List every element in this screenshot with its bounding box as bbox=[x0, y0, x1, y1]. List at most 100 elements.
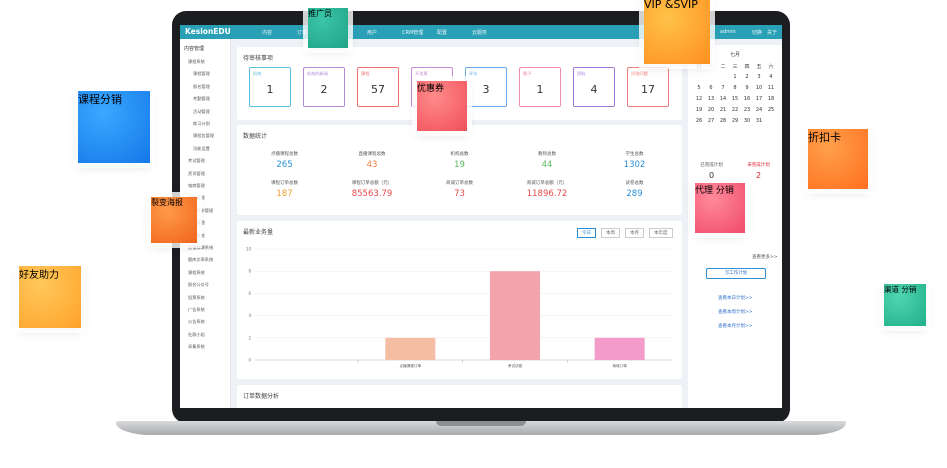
calendar-day[interactable]: 8 bbox=[733, 85, 737, 91]
sidebar-item[interactable]: 题库文章系统 bbox=[188, 257, 214, 263]
promo-bubble[interactable]: 推广员 bbox=[308, 8, 348, 48]
stat-value: 265 bbox=[276, 160, 293, 170]
pending-card[interactable]: 问答问题 17 bbox=[627, 67, 669, 107]
promo-bubble[interactable]: 裂变海报 bbox=[151, 197, 197, 243]
calendar-day[interactable]: 24 bbox=[755, 107, 763, 113]
calendar-day[interactable]: 16 bbox=[743, 96, 751, 102]
calendar-day[interactable]: 18 bbox=[767, 96, 775, 102]
period-tab[interactable]: 本周 bbox=[601, 228, 620, 238]
header-action[interactable]: 关于 bbox=[767, 30, 778, 36]
sidebar-item[interactable]: 课程包管理 bbox=[193, 133, 214, 139]
sidebar-item[interactable]: 活动管理 bbox=[193, 108, 210, 114]
sidebar-item[interactable]: 采集系统 bbox=[188, 344, 205, 350]
calendar-day[interactable]: 25 bbox=[767, 107, 775, 113]
pending-card[interactable]: 课程 57 bbox=[357, 67, 399, 107]
sidebar-item[interactable]: 课程系统 bbox=[188, 59, 205, 64]
promo-bubble[interactable]: 渠道 分销 bbox=[884, 284, 926, 326]
calendar-day[interactable]: 31 bbox=[755, 118, 763, 124]
pending-card[interactable]: 评价 3 bbox=[465, 67, 507, 107]
bar bbox=[385, 337, 436, 360]
calendar-day[interactable]: 29 bbox=[731, 118, 739, 124]
calendar-day[interactable]: 3 bbox=[757, 74, 761, 80]
plan-link[interactable]: 查看本月计划>> bbox=[718, 324, 753, 329]
calendar-day[interactable]: 30 bbox=[743, 118, 751, 124]
stat-label: 机构总数 bbox=[450, 152, 469, 157]
stat-value: 289 bbox=[626, 189, 643, 199]
calendar-day[interactable]: 11 bbox=[767, 85, 775, 91]
orders-panel: 订单数据分析 bbox=[237, 385, 682, 408]
calendar-day[interactable]: 4 bbox=[769, 74, 773, 80]
sidebar-item[interactable]: 电商管理 bbox=[188, 183, 205, 188]
promo-bubble[interactable]: 折扣卡 bbox=[808, 129, 868, 189]
nav-item[interactable]: 订单 bbox=[297, 30, 308, 36]
user-name[interactable]: admin bbox=[720, 29, 736, 35]
calendar-day[interactable]: 23 bbox=[743, 107, 751, 113]
sidebar-item[interactable]: 考试管理 bbox=[188, 158, 205, 164]
calendar-day[interactable]: 1 bbox=[733, 74, 737, 80]
nav-item[interactable]: 用户 bbox=[367, 30, 378, 36]
promo-bubble[interactable]: 好友助力 bbox=[19, 266, 81, 328]
pending-card[interactable]: 圈子 1 bbox=[519, 67, 561, 107]
sidebar-item[interactable]: 公告系统 bbox=[188, 319, 205, 325]
sidebar-item[interactable]: 课程管理 bbox=[193, 71, 210, 77]
calendar-day[interactable]: 14 bbox=[719, 96, 727, 102]
sidebar-item[interactable]: 功能设置 bbox=[193, 145, 210, 151]
calendar-day[interactable]: 22 bbox=[731, 107, 739, 113]
sidebar-item[interactable]: 直播辅课系统 bbox=[188, 245, 214, 250]
write-plan-button[interactable]: 写工作计划 bbox=[706, 268, 766, 279]
calendar-day[interactable]: 7 bbox=[721, 85, 725, 91]
plan-link[interactable]: 查看本周计划>> bbox=[718, 310, 753, 315]
more-link[interactable]: 查看更多>> bbox=[752, 255, 778, 260]
stat-cell: 直播课程总数 43 bbox=[329, 151, 416, 170]
card-value: 4 bbox=[590, 83, 598, 96]
promo-bubble[interactable]: 优惠券 bbox=[417, 81, 467, 131]
sidebar-item[interactable]: 报名公众号 bbox=[188, 282, 209, 288]
calendar-day[interactable]: 28 bbox=[719, 118, 727, 124]
calendar-day[interactable]: 17 bbox=[755, 96, 763, 102]
plan-link[interactable]: 查看本日计划>> bbox=[718, 296, 753, 301]
sidebar-item[interactable]: 商城开学管理 bbox=[188, 207, 214, 213]
sidebar-item[interactable]: 投票系统 bbox=[188, 294, 205, 300]
calendar-day[interactable]: 13 bbox=[707, 96, 715, 102]
calendar-day[interactable]: 27 bbox=[707, 118, 715, 124]
sidebar-item[interactable]: 社群小组 bbox=[188, 331, 205, 337]
sidebar-item[interactable]: 广告系统 bbox=[188, 307, 205, 312]
sidebar-item[interactable]: 报名管理 bbox=[193, 83, 210, 89]
pending-card[interactable]: 资料 4 bbox=[573, 67, 615, 107]
pending-card[interactable]: 机构 1 bbox=[249, 67, 291, 107]
card-value: 57 bbox=[371, 83, 385, 96]
nav-item[interactable]: 配置 bbox=[437, 30, 448, 36]
calendar-day[interactable]: 2 bbox=[745, 74, 749, 80]
card-label: 课程 bbox=[361, 71, 370, 76]
sidebar-item[interactable]: 考勤管理 bbox=[193, 96, 210, 102]
period-tab[interactable]: 本月 bbox=[625, 228, 644, 238]
promo-bubble[interactable]: 代理 分销 bbox=[695, 183, 745, 233]
calendar-day[interactable]: 20 bbox=[707, 107, 715, 113]
promo-bubble[interactable]: 课程分销 bbox=[78, 91, 150, 163]
header-action[interactable]: 切换 bbox=[752, 30, 763, 36]
calendar-day[interactable]: 19 bbox=[695, 107, 703, 113]
calendar-day[interactable]: 5 bbox=[697, 85, 701, 91]
logo[interactable]: KesionEDU bbox=[185, 27, 231, 36]
nav-item[interactable]: CRM管理 bbox=[402, 30, 424, 36]
card-label: 开发票 bbox=[415, 71, 428, 76]
stat-cell: 课程订单总额（元） 85563.79 bbox=[329, 180, 416, 199]
calendar-day[interactable]: 26 bbox=[695, 118, 703, 124]
nav-item[interactable]: 云服务 bbox=[472, 30, 488, 36]
promo-bubble[interactable]: VIP &SVIP bbox=[644, 0, 710, 64]
sidebar-item[interactable]: 课程系统 bbox=[188, 269, 205, 275]
bar bbox=[594, 337, 645, 360]
calendar-day[interactable]: 9 bbox=[745, 85, 749, 91]
period-tab[interactable]: 本年度 bbox=[649, 228, 673, 238]
nav-item[interactable]: 内容 bbox=[262, 30, 273, 36]
calendar-day[interactable]: 12 bbox=[695, 96, 703, 102]
sidebar-item[interactable]: 资讯管理 bbox=[188, 170, 205, 176]
calendar-day[interactable]: 15 bbox=[731, 96, 739, 102]
sidebar-item[interactable]: 练习计划 bbox=[193, 121, 210, 126]
calendar-day[interactable]: 6 bbox=[709, 85, 713, 91]
pending-card[interactable]: 机构的新闻 2 bbox=[303, 67, 345, 107]
card-value: 3 bbox=[482, 83, 490, 96]
calendar-day[interactable]: 21 bbox=[719, 107, 727, 113]
period-tab[interactable]: 今日 bbox=[577, 228, 596, 238]
calendar-day[interactable]: 10 bbox=[755, 85, 763, 91]
